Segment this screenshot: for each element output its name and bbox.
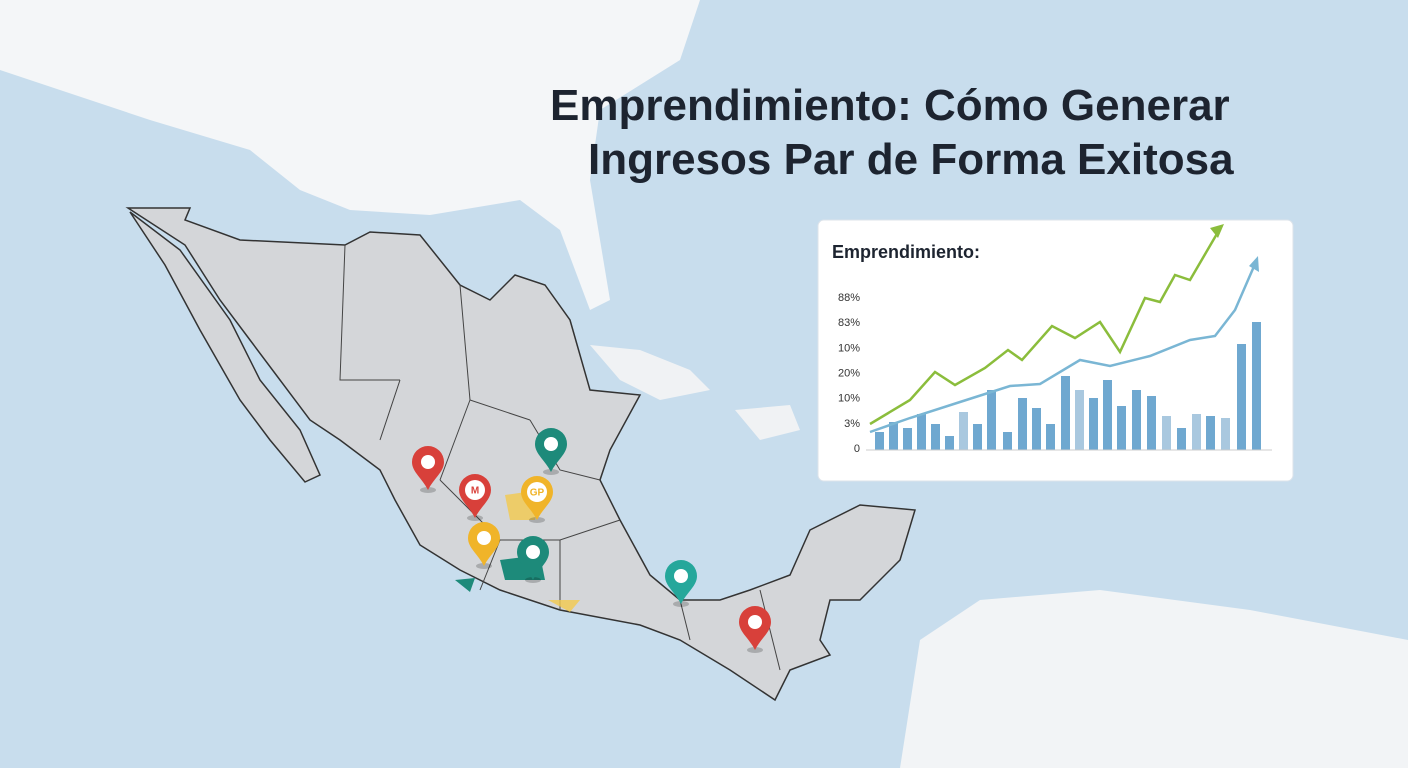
bar [875, 432, 884, 450]
pin-dot [477, 531, 491, 545]
inset-label: 10% [838, 393, 860, 405]
inset-label: 3% [844, 418, 860, 430]
inset-label: 20% [838, 368, 860, 380]
bar [1177, 428, 1186, 450]
arrow-head [1210, 224, 1224, 238]
title-line: Ingresos Par de Forma Exitosa [588, 135, 1234, 184]
bar [1192, 414, 1201, 450]
pin-dot [526, 545, 540, 559]
bar [1075, 390, 1084, 450]
bar [1061, 376, 1070, 450]
pin-dot [421, 455, 435, 469]
bar [945, 436, 954, 450]
trend-line [869, 263, 1257, 434]
pins: M GP [412, 428, 771, 653]
inset-card [817, 219, 1294, 482]
pin-dot [527, 482, 547, 502]
inset-label: 88% [838, 292, 860, 304]
bar [973, 424, 982, 450]
bar [1162, 416, 1171, 450]
arrow-head [1249, 256, 1259, 272]
bar [1252, 322, 1261, 450]
pin-dot [544, 437, 558, 451]
title-line: Emprendimiento: Cómo Generar [550, 81, 1230, 130]
pin-label: M [471, 486, 479, 497]
bar [987, 390, 996, 450]
bar [889, 422, 898, 450]
bar [1237, 344, 1246, 450]
caribbean-islands [590, 345, 800, 440]
pin-dot [748, 615, 762, 629]
north-america-land [0, 0, 700, 310]
bar [1103, 380, 1112, 450]
pin-label: GP [530, 488, 545, 499]
bar [1032, 408, 1041, 450]
bar [1132, 390, 1141, 450]
bar [931, 424, 940, 450]
south-america-land [900, 590, 1408, 768]
bar [1147, 396, 1156, 450]
inset-labels: 88% 83% 10% 20% 10% 3% 0 [838, 292, 860, 455]
bar [903, 428, 912, 450]
highlight-region [505, 490, 580, 612]
inset-title: Emprendimiento: [832, 242, 980, 262]
bar [1117, 406, 1126, 450]
pin-dot [674, 569, 688, 583]
bar [1221, 418, 1230, 450]
pin-dot [465, 480, 485, 500]
inset-label: 10% [838, 342, 860, 354]
mexico [125, 207, 916, 702]
inset-bars [875, 322, 1261, 450]
bar [959, 412, 968, 450]
baja-california [129, 211, 321, 483]
bar [1003, 432, 1012, 450]
bar [1018, 398, 1027, 450]
bar [1089, 398, 1098, 450]
inset-label: 83% [838, 317, 860, 329]
trend-line [869, 231, 1220, 426]
bar [1046, 424, 1055, 450]
bar [917, 414, 926, 450]
inset-label: 0 [854, 443, 860, 455]
bar [1206, 416, 1215, 450]
